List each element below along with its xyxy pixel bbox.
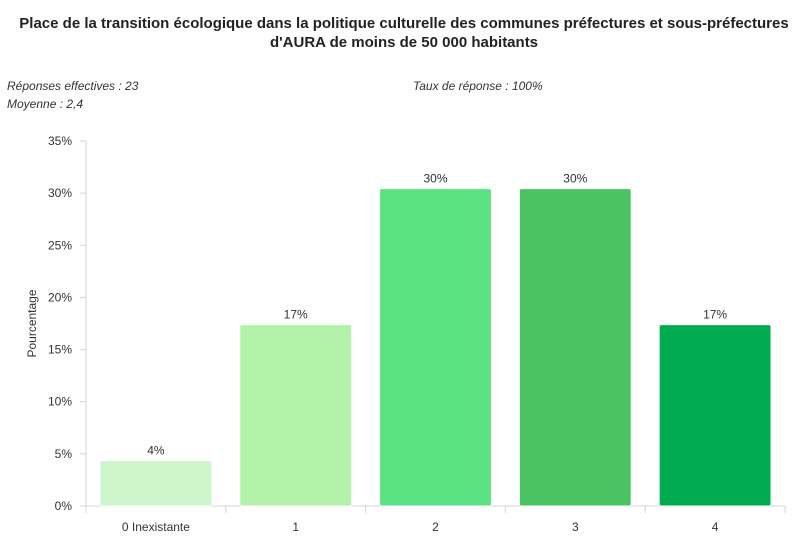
chart-title-line-1: Place de la transition écologique dans l… xyxy=(19,15,789,32)
bar xyxy=(99,460,213,507)
bar-value-label: 4% xyxy=(147,444,165,458)
average-score: Moyenne : 2,4 xyxy=(7,97,84,111)
bar-value-label: 30% xyxy=(423,172,447,186)
y-axis-title: Pourcentage xyxy=(25,289,39,357)
chart-title: Place de la transition écologique dans l… xyxy=(0,14,808,52)
bar xyxy=(658,324,772,507)
y-tick-label: 25% xyxy=(48,238,72,252)
bar xyxy=(239,324,353,507)
x-tick-label: 2 xyxy=(432,520,439,534)
bar-value-label: 17% xyxy=(284,308,308,322)
y-tick-label: 30% xyxy=(48,186,72,200)
bar-value-label: 17% xyxy=(703,308,727,322)
y-tick-label: 5% xyxy=(55,447,73,461)
y-tick-label: 20% xyxy=(48,290,72,304)
x-tick-label: 4 xyxy=(712,520,719,534)
x-tick-label: 1 xyxy=(292,520,299,534)
chart-title-line-2: d'AURA de moins de 50 000 habitants xyxy=(269,34,539,51)
responses-count: Réponses effectives : 23 xyxy=(7,79,139,93)
bar xyxy=(518,188,632,507)
y-tick-label: 10% xyxy=(48,395,72,409)
y-tick-label: 35% xyxy=(48,134,72,148)
response-rate: Taux de réponse : 100% xyxy=(413,79,543,93)
bar xyxy=(379,188,492,507)
x-tick-label: 3 xyxy=(572,520,579,534)
y-tick-label: 15% xyxy=(48,343,72,357)
x-tick-label: 0 Inexistante xyxy=(122,520,190,534)
y-tick-label: 0% xyxy=(55,499,73,513)
bar-value-label: 30% xyxy=(563,172,587,186)
